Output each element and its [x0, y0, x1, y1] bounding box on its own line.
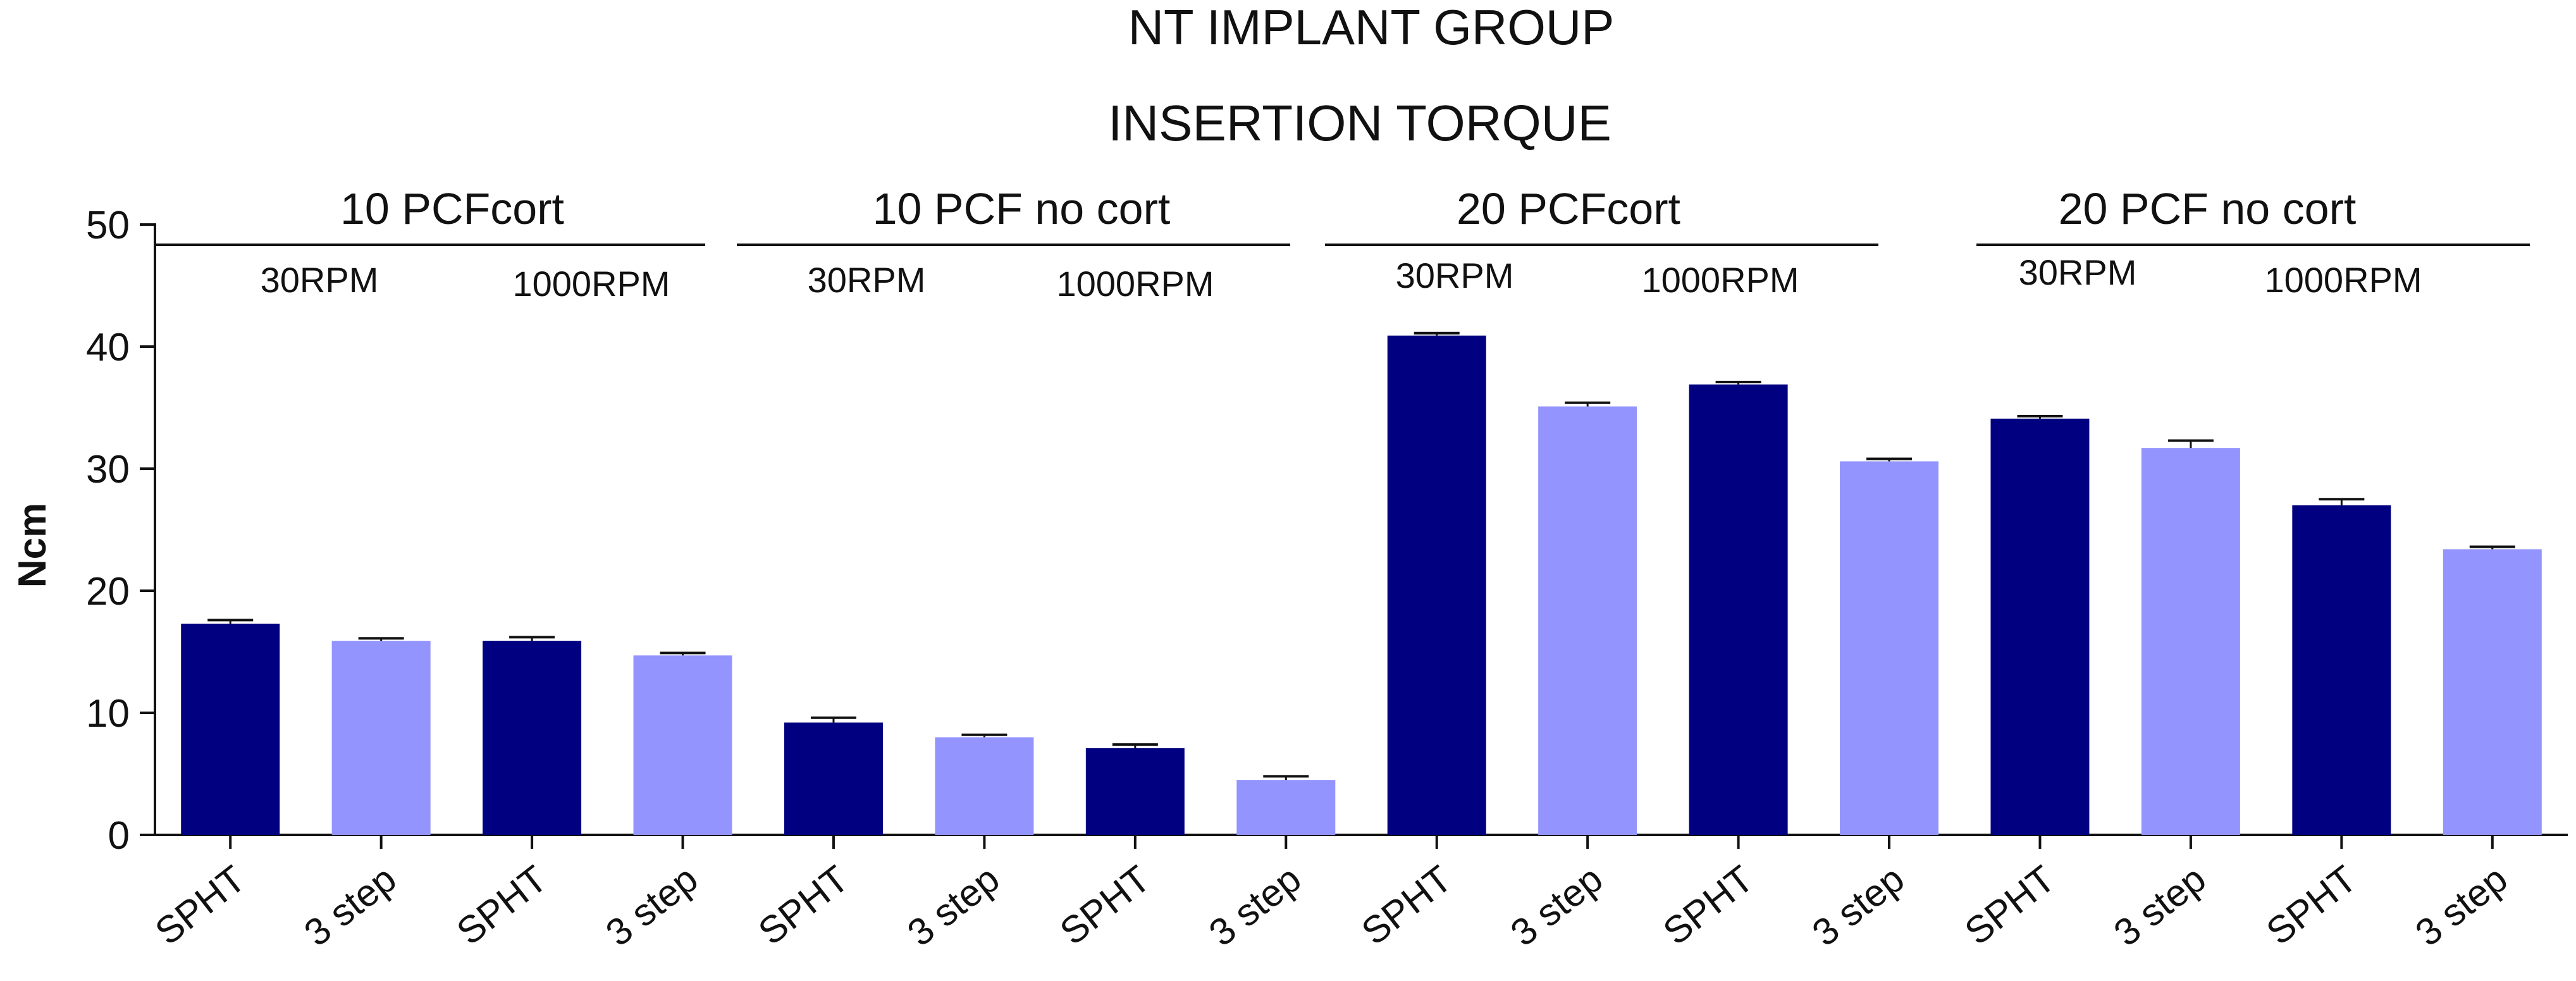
bar — [1236, 780, 1336, 835]
y-tick-label: 30 — [86, 448, 130, 491]
group-label: 10 PCFcort — [340, 184, 564, 233]
bar — [1538, 406, 1637, 835]
bar — [1085, 748, 1185, 835]
x-tick-label: 3 step — [598, 857, 705, 954]
x-tick-label: 3 step — [297, 857, 404, 954]
x-tick-label: SPHT — [2259, 857, 2364, 953]
y-tick-label: 20 — [86, 570, 130, 614]
bar — [1689, 384, 1788, 835]
x-tick-label: SPHT — [1655, 857, 1761, 953]
group-label: 20 PCF no cort — [2059, 184, 2357, 233]
bars — [181, 335, 2542, 835]
bar — [784, 722, 883, 835]
x-tick-label: 3 step — [1804, 857, 1912, 954]
x-tick-label: 3 step — [899, 857, 1007, 954]
chart-subtitle: INSERTION TORQUE — [1108, 95, 1612, 151]
y-tick-label: 40 — [86, 326, 130, 369]
bar — [483, 641, 582, 835]
rpm-label: 1000RPM — [2264, 260, 2422, 300]
bar — [1840, 461, 1939, 835]
group-label: 10 PCF no cort — [873, 184, 1171, 233]
bar — [1387, 335, 1486, 835]
x-tick-label: SPHT — [147, 857, 253, 953]
chart-title: NT IMPLANT GROUP — [1128, 0, 1615, 55]
bar — [633, 655, 732, 835]
x-tick-label: SPHT — [449, 857, 555, 953]
bar — [2141, 448, 2240, 835]
rpm-label: 1000RPM — [512, 264, 670, 304]
x-tick-label: SPHT — [1957, 857, 2062, 953]
rpm-label: 30RPM — [261, 260, 379, 300]
bar — [181, 624, 280, 835]
rpm-label: 30RPM — [808, 260, 926, 300]
rpm-label: 30RPM — [1396, 256, 1514, 295]
x-tick-labels: SPHT 3 step SPHT 3 step SPHT 3 step SPHT 3 step… — [147, 857, 2515, 954]
x-tick-label: 3 step — [1503, 857, 1610, 954]
x-tick-label: 3 step — [2106, 857, 2214, 954]
bar — [2443, 549, 2542, 835]
rpm-label: 30RPM — [2019, 252, 2137, 292]
y-tick-label: 50 — [86, 204, 130, 247]
group-headers: 10 PCFcort 30RPM 1000RPM 10 PCF no cort 30RP… — [155, 184, 2530, 304]
y-tick-label: 10 — [86, 692, 130, 736]
rpm-label: 1000RPM — [1641, 260, 1799, 300]
rpm-label: 1000RPM — [1056, 264, 1214, 304]
y-tick-label: 0 — [108, 814, 130, 858]
x-tick-label: 3 step — [2408, 857, 2515, 954]
y-axis-label: Ncm — [11, 503, 54, 588]
bar — [1990, 418, 2090, 835]
bar — [935, 737, 1034, 835]
x-tick-label: SPHT — [1052, 857, 1157, 953]
x-tick-label: SPHT — [1353, 857, 1459, 953]
error-bars — [207, 331, 2515, 780]
x-tick-label: SPHT — [751, 857, 856, 953]
x-axis — [155, 834, 2568, 849]
x-tick-label: 3 step — [1201, 857, 1309, 954]
group-label: 20 PCFcort — [1457, 184, 1680, 233]
bar — [2292, 505, 2391, 835]
y-axis: 0 10 20 30 40 50 — [86, 204, 156, 858]
bar — [331, 641, 431, 835]
